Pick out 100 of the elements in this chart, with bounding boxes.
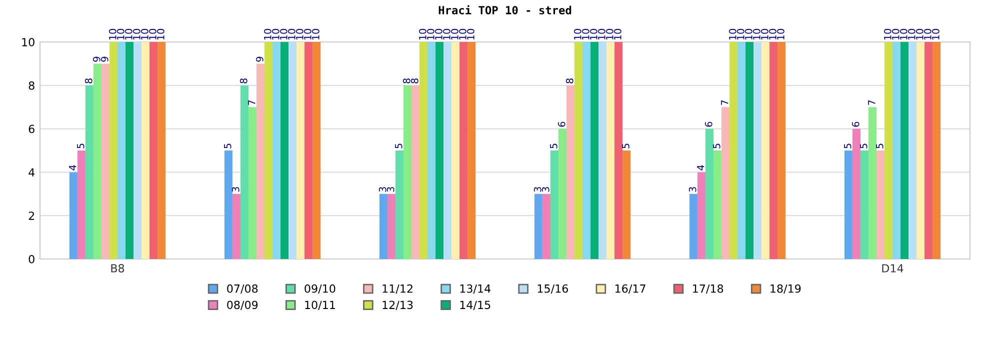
data-label: 9 [92,56,100,62]
legend-label: 13/14 [460,284,490,294]
data-label: 6 [558,122,566,127]
data-label: 10 [777,28,784,40]
data-label: 3 [378,187,386,192]
data-label: 3 [542,187,550,192]
bar [746,42,754,259]
data-label: 10 [157,28,164,40]
data-label: 10 [296,28,304,40]
data-label: 10 [900,28,908,40]
legend-label: 07/08 [227,284,258,294]
chart-title: Hraci TOP 10 - stred [438,5,572,14]
data-label: 10 [744,28,752,40]
legend-label: 12/13 [382,300,413,310]
data-label: 8 [84,78,92,84]
bar [908,42,917,259]
y-tick-label: 8 [28,81,34,90]
bar [622,150,631,259]
bar [900,42,909,259]
bar [598,42,607,259]
bar [860,150,868,259]
bar [713,150,722,259]
data-label: 10 [132,28,140,40]
data-label: 7 [721,100,728,105]
bar [550,150,558,259]
bar [280,42,289,259]
bar [754,42,762,259]
data-label: 3 [688,187,696,192]
data-label: 10 [752,28,760,40]
data-label: 8 [240,78,248,84]
y-tick-label: 6 [28,124,34,134]
data-label: 3 [386,187,394,192]
data-label: 3 [534,187,542,192]
bar [460,42,468,259]
bar [614,42,623,259]
data-label: 9 [100,56,108,62]
data-label: 10 [418,28,426,40]
bar [876,150,884,259]
bar [697,172,706,259]
bar [729,42,738,259]
bar [158,42,166,259]
data-label: 10 [590,28,598,40]
data-label: 10 [116,28,124,40]
data-label: 10 [124,28,132,40]
data-label: 5 [224,144,232,148]
data-label: 10 [916,28,924,40]
data-label: 10 [582,28,590,40]
x-tick-label: D14 [882,264,904,272]
data-label: 10 [450,28,458,40]
data-label: 10 [272,28,280,40]
data-label: 10 [728,28,736,40]
bar [240,85,248,259]
bar [224,150,232,259]
data-label: 10 [288,28,296,40]
legend-label: 09/10 [304,284,336,294]
bar [118,42,126,259]
bar [844,150,852,259]
data-label: 10 [574,28,582,40]
data-label: 6 [852,122,860,127]
bar [582,42,591,259]
bar [566,85,574,259]
data-label: 10 [467,28,474,40]
bar [304,42,313,259]
legend-label: 18/19 [770,284,801,294]
legend-label: 14/15 [460,300,490,310]
bar [264,42,272,259]
data-label: 7 [868,100,876,105]
data-label: 7 [248,100,256,105]
bar [142,42,150,259]
legend-label: 17/18 [693,284,724,294]
bar [256,64,264,259]
bar [379,194,388,259]
bar [852,128,860,259]
bar [109,42,118,259]
y-tick-label: 0 [28,254,34,264]
bar [884,42,892,259]
bar [444,42,452,259]
data-label: 6 [704,122,712,127]
data-label: 10 [426,28,434,40]
data-label: 9 [256,56,264,62]
data-label: 5 [844,144,852,148]
bar [296,42,305,259]
data-label: 10 [924,28,932,40]
data-label: 5 [395,144,402,148]
bar [770,42,778,259]
x-tick-label: B8 [111,264,124,272]
bar [403,85,412,259]
data-label: 10 [769,28,776,40]
data-label: 10 [760,28,768,40]
bar [892,42,901,259]
data-label: 10 [736,28,744,40]
bar [542,194,550,259]
data-label: 10 [892,28,900,40]
bar [762,42,770,259]
bar [738,42,746,259]
legend-label: 11/12 [382,284,412,294]
legend-label: 15/16 [538,284,568,294]
legend-label: 16/17 [615,284,646,294]
bar [232,194,240,259]
data-label: 8 [566,78,574,84]
